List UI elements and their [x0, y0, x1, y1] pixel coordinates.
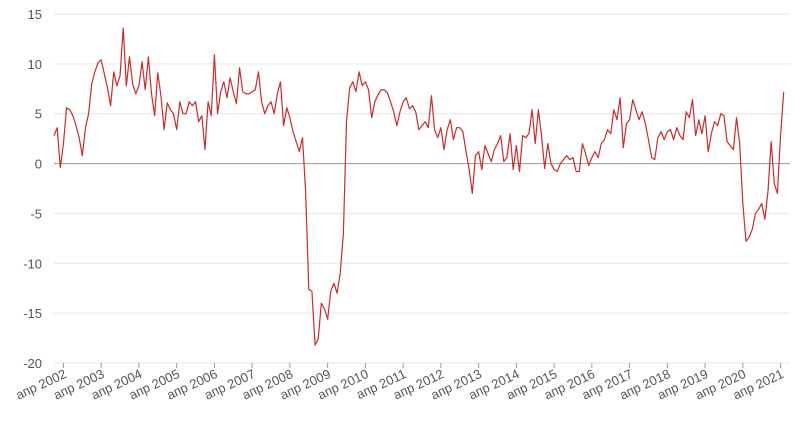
y-tick-label: -15 — [23, 306, 42, 321]
grid — [54, 13, 790, 368]
y-tick-label: 0 — [35, 157, 42, 172]
series-line — [53, 27, 785, 346]
y-tick-label: -5 — [30, 206, 42, 221]
y-tick-label: -10 — [23, 256, 42, 271]
y-tick-label: 15 — [28, 7, 42, 22]
y-tick-label: 5 — [35, 107, 42, 122]
y-tick-label: -20 — [23, 356, 42, 371]
y-axis-tick-labels: -20 -15 -10 -5 0 5 10 15 — [23, 7, 42, 371]
y-tick-label: 10 — [28, 57, 42, 72]
